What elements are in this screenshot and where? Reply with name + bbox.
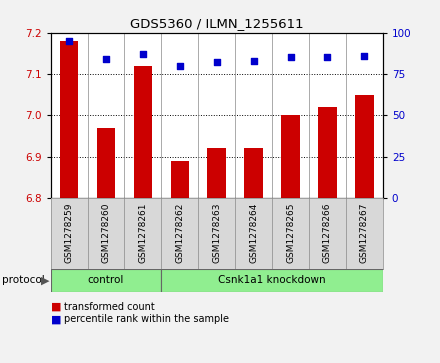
Bar (244, 148, 263, 198)
Bar (60, 41, 78, 198)
Point (139, 51, 147, 57)
Text: ■: ■ (51, 314, 61, 325)
Point (250, 58, 257, 64)
Text: protocol: protocol (2, 276, 45, 285)
Bar (281, 115, 300, 198)
Text: ▶: ▶ (41, 276, 49, 285)
FancyBboxPatch shape (51, 269, 161, 292)
Text: GSM1278259: GSM1278259 (65, 203, 73, 264)
Point (103, 56, 110, 62)
Text: transformed count: transformed count (64, 302, 154, 312)
Bar (134, 66, 152, 198)
Bar (171, 161, 189, 198)
Point (66, 38, 73, 44)
Bar (355, 95, 374, 198)
Text: GSM1278262: GSM1278262 (175, 203, 184, 264)
Bar (318, 107, 337, 198)
Point (324, 54, 331, 60)
Text: GSM1278263: GSM1278263 (212, 203, 221, 264)
Text: control: control (88, 276, 124, 285)
Text: Csnk1a1 knockdown: Csnk1a1 knockdown (218, 276, 326, 285)
Text: percentile rank within the sample: percentile rank within the sample (64, 314, 229, 325)
Point (213, 60, 220, 65)
Point (176, 63, 183, 69)
Text: GSM1278267: GSM1278267 (360, 203, 369, 264)
Text: GSM1278261: GSM1278261 (138, 203, 147, 264)
FancyBboxPatch shape (161, 269, 383, 292)
Text: GSM1278260: GSM1278260 (102, 203, 110, 264)
Bar (97, 128, 115, 198)
Text: GSM1278266: GSM1278266 (323, 203, 332, 264)
Text: GSM1278264: GSM1278264 (249, 203, 258, 264)
Title: GDS5360 / ILMN_1255611: GDS5360 / ILMN_1255611 (130, 17, 304, 30)
Text: ■: ■ (51, 302, 61, 312)
Point (361, 53, 368, 59)
Point (287, 54, 294, 60)
Text: GSM1278265: GSM1278265 (286, 203, 295, 264)
Bar (208, 148, 226, 198)
